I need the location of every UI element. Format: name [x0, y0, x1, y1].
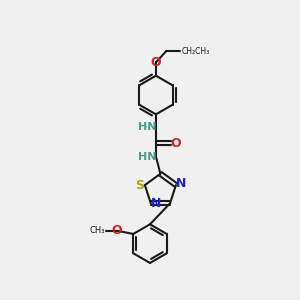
Text: HN: HN	[138, 122, 157, 132]
Text: N: N	[176, 177, 187, 190]
Text: O: O	[151, 56, 161, 69]
Text: S: S	[135, 178, 144, 192]
Text: O: O	[112, 224, 122, 238]
Text: HN: HN	[138, 152, 157, 161]
Text: O: O	[171, 137, 182, 150]
Text: CH₃: CH₃	[90, 226, 105, 236]
Text: N: N	[151, 197, 161, 210]
Text: CH₂CH₃: CH₂CH₃	[181, 46, 209, 56]
